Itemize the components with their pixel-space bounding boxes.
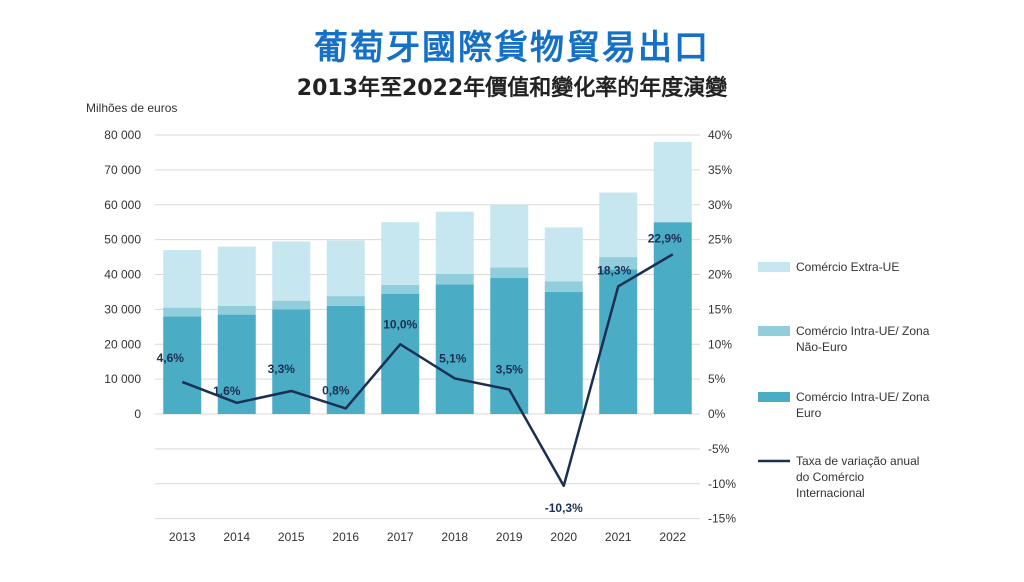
y-tick-label: 60 000	[104, 198, 141, 212]
bar-segment	[435, 284, 474, 414]
rate-data-labels: 4,6% 1,6% 3,3% 0,8% 10,0% 5,1% 3,5% -10,3% 18,3%…	[157, 231, 683, 515]
legend-swatch	[758, 326, 790, 336]
y-tick-label: 0	[134, 407, 141, 421]
bar-segment	[544, 281, 583, 292]
x-tick-label: 2020	[550, 530, 577, 544]
y2-tick-label: -10%	[708, 477, 736, 491]
rate-label: 5,1%	[439, 351, 467, 365]
bar-segment	[435, 211, 474, 274]
bar-segment	[544, 227, 583, 282]
bar-segment	[272, 241, 311, 301]
rate-label: -10,3%	[545, 501, 583, 515]
bar-segment	[653, 222, 692, 414]
rate-label: 0,8%	[322, 383, 350, 397]
bar-segment	[490, 204, 529, 268]
legend-swatch	[758, 262, 790, 272]
rate-label: 22,9%	[648, 231, 682, 245]
y-tick-label: 50 000	[104, 233, 141, 247]
bar-segment	[544, 291, 583, 414]
legend: Comércio Extra-UE Comércio Intra-UE/ Zona…	[758, 260, 930, 500]
rate-label: 1,6%	[213, 384, 241, 398]
y-axis-ticks: 80 000 70 000 60 000 50 000 40 000 30 000 20 0…	[104, 128, 141, 421]
legend-label: Comércio Intra-UE/ Zona Euro	[796, 390, 930, 420]
rate-label: 3,5%	[496, 363, 524, 377]
bar-segment	[326, 240, 365, 297]
x-tick-label: 2021	[605, 530, 632, 544]
bar-segment	[490, 277, 529, 414]
x-tick-label: 2014	[223, 530, 250, 544]
bar-segment	[381, 222, 420, 285]
legend-label: Comércio Intra-UE/ Zona Não-Euro	[796, 324, 930, 354]
rate-label: 10,0%	[383, 317, 417, 331]
bar-segment	[272, 309, 311, 414]
x-tick-label: 2013	[169, 530, 196, 544]
x-axis-ticks: 2013 2014 2015 2016 2017 2018 2019 2020 2021 2022	[169, 530, 687, 544]
y2-tick-label: 35%	[708, 163, 732, 177]
y-tick-label: 20 000	[104, 337, 141, 351]
rate-label: 18,3%	[597, 263, 631, 277]
y2-tick-label: 25%	[708, 233, 732, 247]
x-tick-label: 2015	[278, 530, 305, 544]
page-subtitle: 2013年至2022年價值和變化率的年度演變	[296, 76, 728, 101]
y-tick-label: 80 000	[104, 128, 141, 142]
bar-segment	[599, 269, 638, 414]
bar-segment	[163, 250, 202, 308]
rate-line-series	[181, 253, 674, 488]
y2-tick-label: -15%	[708, 512, 736, 526]
rate-label: 4,6%	[157, 351, 185, 365]
y2-tick-label: 10%	[708, 337, 732, 351]
y-tick-label: 30 000	[104, 302, 141, 316]
bar-segment	[326, 305, 365, 414]
bar-segment	[381, 284, 420, 294]
rate-line	[181, 253, 674, 488]
legend-swatch	[758, 392, 790, 402]
bar-segment	[163, 316, 202, 414]
bar-segment	[163, 307, 202, 317]
legend-label: Taxa de variação anual do Comércio Interna…	[796, 454, 919, 500]
y2-tick-label: 5%	[708, 372, 726, 386]
y2-tick-label: 40%	[708, 128, 732, 142]
x-tick-label: 2022	[659, 530, 686, 544]
y-axis-title: Milhões de euros	[86, 101, 177, 115]
legend-label: Comércio Extra-UE	[796, 260, 899, 274]
y2-tick-label: 15%	[708, 302, 732, 316]
y2-tick-label: -5%	[708, 442, 730, 456]
bar-segment	[653, 141, 692, 223]
y-tick-label: 10 000	[104, 372, 141, 386]
bar-segment	[381, 293, 420, 414]
y2-tick-label: 20%	[708, 268, 732, 282]
x-tick-label: 2019	[496, 530, 523, 544]
y-tick-label: 40 000	[104, 268, 141, 282]
bar-segment	[490, 267, 529, 278]
y2-axis-ticks: 40% 35% 30% 25% 20% 15% 10% 5% 0% -5% -10% -15%	[708, 128, 736, 526]
page-title: 葡萄牙國際貨物貿易出口	[314, 28, 710, 68]
bar-segment	[326, 296, 365, 306]
bar-segment	[599, 192, 638, 258]
y-tick-label: 70 000	[104, 163, 141, 177]
y2-tick-label: 30%	[708, 198, 732, 212]
bar-segment	[435, 273, 474, 285]
x-tick-label: 2018	[441, 530, 468, 544]
bar-segment	[272, 300, 311, 310]
bar-segment	[599, 257, 638, 270]
bar-segment	[217, 305, 256, 315]
y2-tick-label: 0%	[708, 407, 726, 421]
rate-label: 3,3%	[268, 362, 296, 376]
bar-segment	[217, 246, 256, 306]
x-tick-label: 2016	[332, 530, 359, 544]
x-tick-label: 2017	[387, 530, 414, 544]
bar-series	[163, 141, 692, 414]
